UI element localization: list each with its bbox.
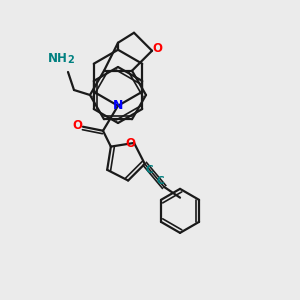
- Text: NH: NH: [48, 52, 68, 64]
- Text: C: C: [146, 165, 154, 175]
- Text: 2: 2: [68, 55, 74, 65]
- Text: O: O: [72, 119, 82, 132]
- Text: O: O: [125, 137, 135, 150]
- Text: O: O: [152, 42, 162, 55]
- Text: C: C: [156, 176, 164, 186]
- Text: N: N: [113, 99, 123, 112]
